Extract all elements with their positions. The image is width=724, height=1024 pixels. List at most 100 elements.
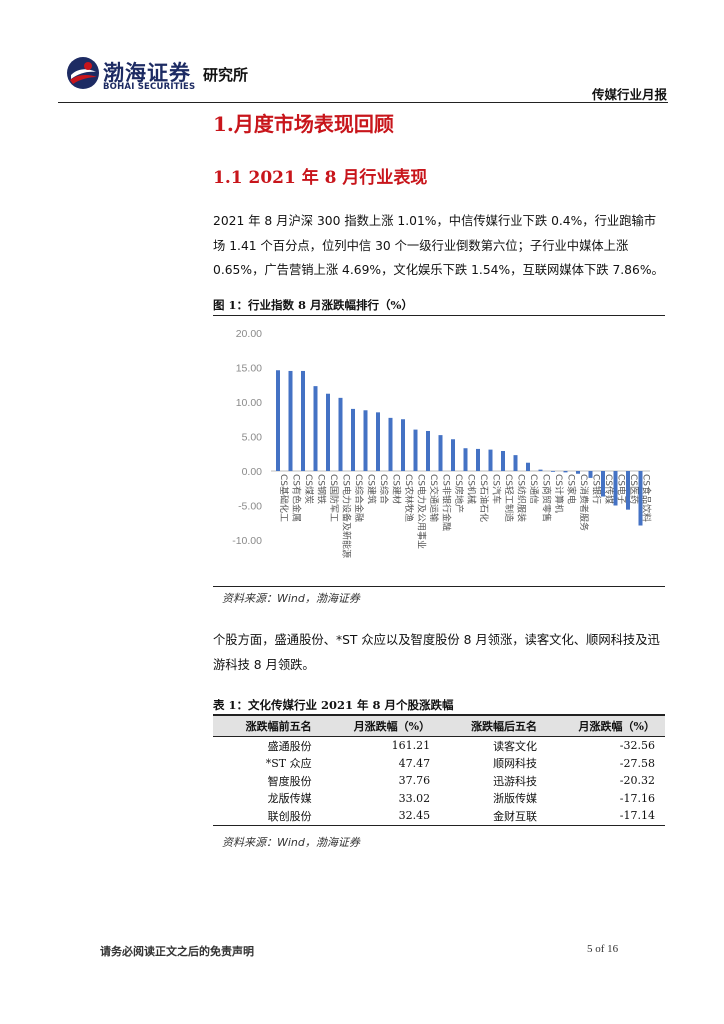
bar-CS钢铁 (313, 386, 318, 471)
x-tick-label: CS食品饮料 (641, 474, 653, 522)
bar-CS纺织服装 (513, 455, 518, 471)
table-row: 智度股份 37.76 迅游科技 -20.32 (213, 772, 665, 790)
x-tick-label: CS计算机 (553, 474, 565, 513)
top-stock-change: 32.45 (321, 807, 441, 826)
bar-CS医药 (626, 471, 630, 510)
x-tick-label: CS国防军工 (328, 474, 340, 522)
top-stock-name: *ST 众应 (265, 757, 312, 771)
top-stock-name: 联创股份 (213, 807, 322, 826)
header-top5: 涨跌幅前五名 (213, 716, 322, 737)
table-source: 资料来源：Wind，渤海证券 (222, 836, 360, 849)
top-stock-name: 智度股份 (267, 774, 312, 788)
bar-CS建材 (388, 417, 393, 471)
y-tick-label: 15.00 (236, 363, 262, 375)
table-row: 联创股份 32.45 金财互联 -17.14 (213, 807, 665, 826)
bottom-stock-name: 金财互联 (440, 807, 548, 826)
figure-title: 图 1：行业指数 8 月涨跌幅排行（%） (213, 298, 413, 312)
y-tick-label: 5.00 (242, 432, 263, 444)
bar-CS有色金属 (288, 370, 293, 471)
table-title: 表 1：文化传媒行业 2021 年 8 月个股涨跌幅 (213, 698, 454, 712)
institute-name: 研究所 (203, 66, 249, 84)
figure-source: 资料来源：Wind，渤海证券 (222, 592, 360, 605)
stock-summary-paragraph: 个股方面，盛通股份、*ST 众应以及智度股份 8 月领涨，读客文化、顺网科技及迅… (213, 633, 660, 672)
y-tick-label: 20.00 (236, 328, 262, 340)
bar-CS非银行金融 (438, 435, 443, 471)
top-stock-change: 161.21 (391, 739, 431, 753)
bar-CS轻工制造 (501, 450, 505, 471)
bar-CS建筑 (363, 410, 368, 471)
bar-CS通信 (526, 462, 530, 471)
subsection-heading: 1.1 2021 年 8 月行业表现 (213, 168, 428, 188)
x-tick-label: CS电子 (616, 474, 628, 504)
bohai-logo-icon (67, 57, 99, 89)
x-tick-label: CS综合 (378, 474, 390, 504)
x-tick-label: CS煤炭 (303, 474, 315, 504)
bottom-stock-change: -32.56 (619, 739, 655, 753)
bottom-stock-name: 浙版传媒 (493, 792, 538, 806)
table-header-row: 涨跌幅前五名 月涨跌幅（%） 涨跌幅后五名 月涨跌幅（%） (213, 716, 665, 737)
bottom-stock-change: -17.14 (547, 807, 665, 826)
x-tick-label: CS基础化工 (278, 474, 290, 522)
bottom-stock-change: -17.16 (619, 791, 655, 805)
figure-bottom-rule (213, 586, 665, 587)
top-stock-change: 47.47 (398, 756, 431, 770)
bar-CS国防军工 (326, 393, 330, 471)
bar-CS综合 (376, 412, 380, 471)
header-bottom5-change: 月涨跌幅（%） (547, 716, 665, 737)
x-tick-label: CS交通运输 (428, 474, 440, 522)
header-divider (58, 102, 668, 103)
x-tick-label: CS纺织服装 (516, 474, 528, 522)
bottom-stock-name: 顺网科技 (493, 757, 538, 771)
x-tick-label: CS机械 (466, 474, 478, 504)
market-summary-paragraph: 2021 年 8 月沪深 300 指数上涨 1.01%，中信传媒行业下跌 0.4… (213, 214, 664, 277)
y-tick-label: -5.00 (238, 501, 262, 513)
top-stock-change: 33.02 (398, 791, 431, 805)
header-top5-change: 月涨跌幅（%） (321, 716, 441, 737)
x-tick-label: CS轻工制造 (503, 474, 515, 522)
bar-CS传媒 (601, 471, 605, 497)
x-tick-label: CS农林牧渔 (403, 474, 415, 522)
x-tick-label: CS房地产 (453, 474, 465, 513)
bottom-stock-name: 读客文化 (493, 739, 538, 753)
logo-english-name: BOHAI SECURITIES (103, 82, 196, 92)
bar-CS综合金融 (351, 408, 355, 471)
bottom-stock-change: -27.58 (619, 756, 655, 770)
industry-ranking-bar-chart: 20.00 15.00 10.00 5.00 0.00 -5.00 -10.00 CS基础化工… (232, 328, 653, 558)
x-tick-label: CS建材 (391, 474, 403, 504)
x-tick-label: CS银行 (591, 474, 603, 504)
bar-CS电力及公用事业 (413, 429, 418, 471)
bar-CS电子 (613, 471, 618, 506)
table-top-rule (213, 714, 665, 716)
bar-CS家电 (563, 471, 568, 473)
x-tick-label: CS传媒 (603, 474, 615, 504)
x-tick-label: CS石油石化 (478, 474, 490, 522)
table-row: 盛通股份 161.21 读客文化 -32.56 (213, 737, 665, 755)
figure-top-rule (213, 315, 665, 316)
section-heading: 1.月度市场表现回顾 (213, 112, 394, 136)
x-tick-label: CS综合金融 (353, 474, 365, 522)
x-tick-label: CS汽车 (491, 474, 503, 504)
x-tick-label: CS有色金属 (291, 474, 303, 522)
x-tick-label: CS钢铁 (316, 474, 328, 504)
x-tick-label: CS建筑 (366, 474, 378, 504)
x-tick-label: CS家电 (566, 474, 578, 504)
bottom-stock-change: -20.32 (619, 774, 655, 788)
bar-CS消费者服务 (576, 471, 580, 474)
x-tick-label: CS商贸零售 (541, 474, 553, 522)
bottom-stock-name: 迅游科技 (493, 774, 538, 788)
page-number: 5 of 16 (587, 943, 619, 955)
company-logo: 渤海证券 BOHAI SECURITIES (66, 56, 202, 92)
x-tick-label: CS电力及公用事业 (416, 474, 428, 549)
bar-CS机械 (463, 448, 468, 471)
y-tick-label: 10.00 (236, 397, 262, 409)
bar-CS交通运输 (426, 430, 430, 471)
bar-CS食品饮料 (638, 471, 643, 526)
table-row: 龙版传媒 33.02 浙版传媒 -17.16 (213, 790, 665, 808)
top-stock-name: 龙版传媒 (267, 792, 312, 806)
y-tick-label: 0.00 (242, 466, 263, 478)
bar-CS汽车 (488, 449, 493, 471)
x-tick-label: CS通信 (528, 474, 540, 504)
bar-CS银行 (588, 471, 593, 478)
bar-CS计算机 (551, 471, 555, 472)
top-stock-name: 盛通股份 (267, 739, 312, 753)
